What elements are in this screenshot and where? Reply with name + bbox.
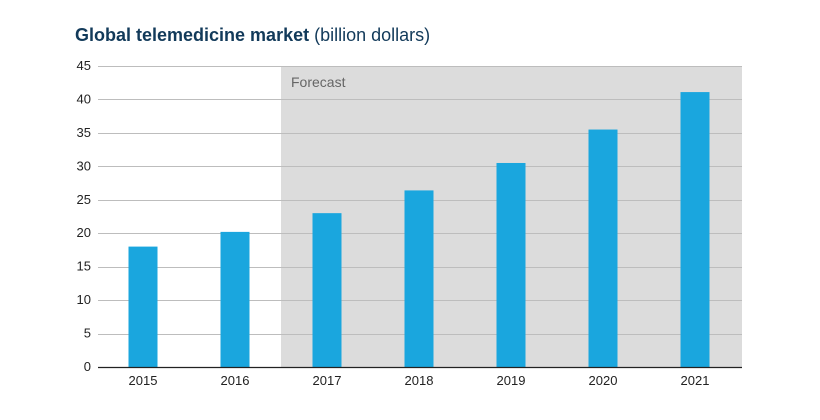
x-tick-label-2020: 2020: [589, 373, 618, 388]
y-tick-label-5: 5: [84, 326, 91, 341]
x-tick-label-2016: 2016: [221, 373, 250, 388]
x-tick-label-2017: 2017: [313, 373, 342, 388]
y-tick-label-30: 30: [77, 158, 91, 173]
forecast-label: Forecast: [291, 74, 346, 90]
y-tick-label-40: 40: [77, 91, 91, 106]
bar-2017: [312, 213, 342, 367]
bar-2020: [588, 129, 618, 367]
chart-title: Global telemedicine market (billion doll…: [75, 25, 430, 46]
y-tick-label-45: 45: [77, 58, 91, 73]
bar-2015: [128, 246, 158, 367]
y-axis: 0 5 10 15 20 25 30 35 40 45: [77, 58, 91, 374]
x-tick-label-2019: 2019: [497, 373, 526, 388]
y-tick-label-35: 35: [77, 125, 91, 140]
x-tick-labels: 2015 2016 2017 2018 2019 2020 2021: [129, 373, 710, 388]
bar-2018: [404, 190, 434, 367]
x-tick-label-2021: 2021: [681, 373, 710, 388]
x-tick-label-2018: 2018: [405, 373, 434, 388]
bar-2019: [496, 162, 526, 367]
bars: [128, 92, 710, 367]
y-tick-label-25: 25: [77, 192, 91, 207]
y-tick-label-20: 20: [77, 225, 91, 240]
bar-2016: [220, 231, 250, 367]
y-tick-label-0: 0: [84, 359, 91, 374]
y-tick-label-15: 15: [77, 259, 91, 274]
x-tick-label-2015: 2015: [129, 373, 158, 388]
chart-title-main: Global telemedicine market: [75, 25, 310, 45]
bar-2021: [680, 92, 710, 367]
chart-title-unit: (billion dollars): [314, 25, 431, 45]
y-tick-label-10: 10: [77, 292, 91, 307]
